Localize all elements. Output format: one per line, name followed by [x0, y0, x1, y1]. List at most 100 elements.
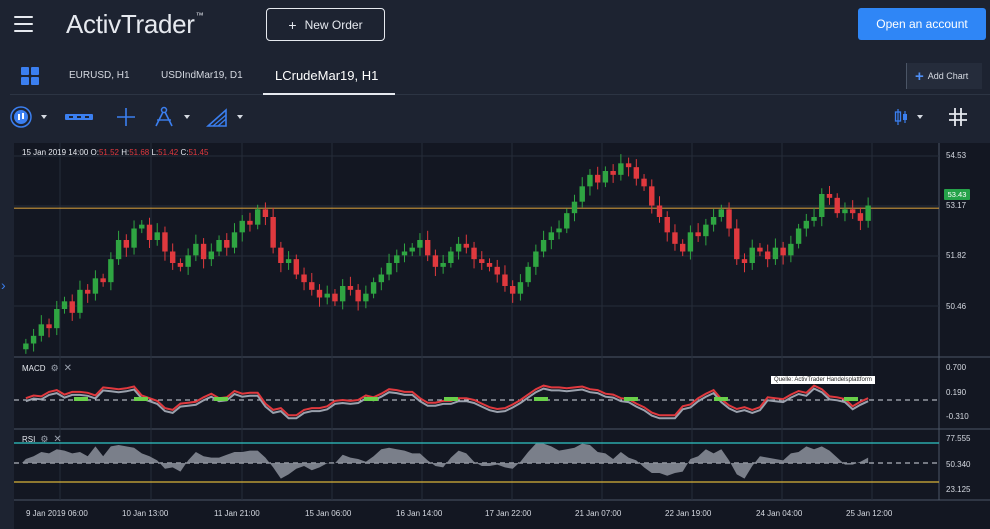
price-chart[interactable]	[14, 143, 990, 529]
candle	[718, 209, 725, 217]
candle	[432, 255, 439, 267]
candle	[108, 259, 114, 283]
tab-usdindmar19[interactable]: USDIndMar19, D1	[161, 70, 243, 81]
tab-eurusd[interactable]: EURUSD, H1	[69, 70, 130, 81]
candle	[641, 178, 647, 187]
candle	[486, 263, 493, 267]
macd-label: MACD	[22, 364, 46, 373]
candle	[309, 282, 315, 290]
candle	[162, 232, 168, 252]
candle	[780, 247, 786, 256]
ohlc-open-label: O:	[90, 148, 99, 157]
candle	[772, 247, 779, 260]
tab-lcrudemar19[interactable]: LCrudeMar19, H1	[275, 68, 379, 83]
candle	[826, 194, 833, 198]
ohlc-high: 51.68	[129, 148, 150, 157]
candle	[540, 240, 547, 252]
candle	[857, 213, 864, 221]
close-icon[interactable]: ✕	[63, 363, 73, 374]
drawing-tools-dropdown[interactable]	[153, 106, 190, 128]
candle	[834, 197, 840, 214]
candle	[610, 171, 616, 175]
drawing-pen-icon	[155, 106, 173, 127]
chevron-left-icon[interactable]: ›	[1, 277, 6, 293]
x-axis-tick: 15 Jan 06:00	[305, 509, 352, 518]
candle	[417, 240, 423, 248]
candle	[556, 228, 562, 233]
layout-grid-icon[interactable]	[21, 67, 39, 85]
candle	[270, 217, 276, 248]
candle	[471, 247, 477, 260]
candle	[254, 209, 261, 225]
candle	[749, 247, 755, 263]
candle	[278, 247, 284, 263]
candle	[424, 240, 431, 256]
menu-icon[interactable]	[14, 16, 33, 32]
plus-icon: +	[915, 67, 924, 85]
crosshair-tool[interactable]	[116, 106, 136, 128]
candle	[301, 274, 307, 283]
candle	[710, 217, 717, 225]
x-axis-tick: 24 Jan 04:00	[756, 509, 803, 518]
close-icon[interactable]: ✕	[53, 434, 62, 445]
candle	[448, 251, 454, 263]
gear-icon[interactable]: ⚙	[40, 434, 49, 444]
macd-signal-line	[25, 387, 869, 420]
candle	[131, 228, 137, 248]
new-order-button[interactable]: + New Order	[266, 8, 385, 41]
rsi-axis-tick: 77.555	[946, 434, 971, 443]
candle	[494, 266, 500, 275]
rsi-area	[22, 443, 869, 479]
macd-histogram-bar	[364, 397, 378, 401]
gear-icon[interactable]: ⚙	[50, 363, 59, 373]
candle	[811, 217, 817, 221]
candle	[169, 251, 176, 263]
candle	[440, 263, 446, 267]
ohlc-low-label: L:	[151, 148, 159, 157]
chart-type-dropdown[interactable]	[10, 106, 47, 128]
candle	[741, 259, 748, 263]
price-axis-tick: 50.46	[946, 302, 967, 311]
fibonacci-dropdown[interactable]	[206, 106, 243, 128]
candle	[394, 255, 400, 263]
rsi-label: RSI	[22, 435, 36, 444]
price-axis-tick: 53.17	[946, 201, 967, 210]
candle	[347, 286, 354, 290]
line-style-dropdown[interactable]	[65, 106, 93, 128]
candle	[30, 335, 37, 344]
candle	[502, 274, 508, 286]
candles-dropdown[interactable]	[894, 106, 923, 128]
macd-label-group: MACD ⚙ ✕	[22, 363, 72, 374]
grid-layout-icon	[949, 108, 967, 126]
candle	[200, 243, 207, 260]
candle	[239, 220, 245, 233]
app-logo: ActivTrader™	[66, 9, 204, 40]
candle	[123, 240, 130, 248]
candle	[247, 220, 253, 225]
trademark-mark: ™	[195, 11, 204, 20]
candle	[842, 209, 848, 214]
macd-histogram-bar	[134, 397, 148, 401]
candle	[734, 228, 740, 260]
grid-toggle[interactable]	[948, 106, 968, 128]
candle	[185, 255, 191, 267]
candle	[672, 232, 678, 244]
active-tab-underline	[263, 93, 395, 95]
candle	[633, 167, 640, 179]
macd-histogram-bar	[214, 397, 228, 401]
price-axis-tick: 51.82	[946, 251, 967, 260]
x-axis-tick: 21 Jan 07:00	[575, 509, 622, 518]
candle	[726, 209, 732, 229]
macd-histogram-bar	[534, 397, 548, 401]
macd-axis-tick: -0.310	[946, 412, 969, 421]
chevron-down-icon	[917, 115, 923, 119]
rsi-label-group: RSI ⚙ ✕	[22, 434, 62, 445]
add-chart-button[interactable]: + Add Chart	[906, 63, 982, 89]
candle-type-icon	[10, 106, 32, 128]
candle	[463, 243, 470, 248]
candle	[224, 240, 230, 248]
open-account-button[interactable]: Open an account	[858, 8, 986, 40]
candle	[803, 220, 810, 229]
candle	[618, 163, 624, 175]
candle	[363, 293, 369, 302]
